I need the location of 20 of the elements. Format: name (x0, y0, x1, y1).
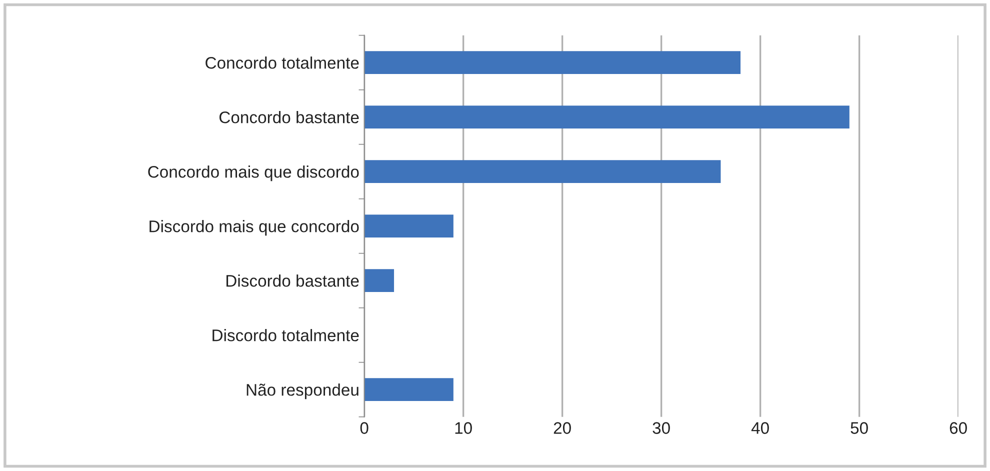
y-tick-label: Concordo totalmente (206, 56, 359, 69)
y-tick-label: Discordo bastante (226, 274, 359, 287)
bar (364, 214, 454, 238)
bar (364, 160, 721, 184)
bar (364, 269, 394, 292)
bar (364, 378, 454, 402)
x-tick-label: 40 (751, 422, 769, 434)
x-tick-label: 30 (652, 422, 670, 434)
y-tick-label: Concordo mais que discordo (148, 166, 359, 182)
x-tick-label: 20 (554, 422, 571, 434)
y-tick-label: Discordo mais que concordo (150, 220, 359, 236)
x-tick-label: 10 (455, 422, 472, 434)
y-tick-label: Concordo bastante (219, 111, 359, 124)
bar (364, 51, 741, 74)
y-tick-label: Discordo totalmente (212, 329, 359, 342)
x-tick-label: 60 (950, 422, 967, 434)
bar (364, 106, 850, 129)
x-tick-label: 0 (360, 422, 368, 434)
x-tick-label: 50 (850, 422, 868, 434)
y-tick-label: Não respondeu (246, 384, 358, 400)
